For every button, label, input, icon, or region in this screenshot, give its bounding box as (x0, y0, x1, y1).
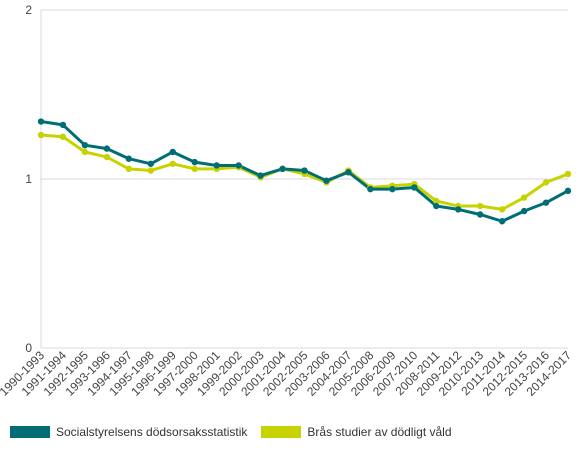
data-point-1-4[interactable] (125, 165, 133, 173)
data-point-0-5[interactable] (147, 160, 154, 167)
legend-item-bra: Brås studier av dödligt våld (261, 425, 452, 439)
series-points (37, 118, 572, 225)
data-point-0-17[interactable] (411, 184, 418, 191)
legend-label-bra: Brås studier av dödligt våld (307, 425, 452, 439)
data-point-0-15[interactable] (367, 185, 374, 193)
data-point-1-5[interactable] (147, 167, 154, 174)
y-axis-ticks: 0 1 2 (25, 3, 32, 355)
line-chart: 0 1 2 1990-19931991-19941992-19951993-1996… (0, 3, 574, 399)
data-point-0-3[interactable] (103, 145, 111, 152)
data-point-0-0[interactable] (37, 118, 45, 125)
data-point-0-11[interactable] (279, 165, 286, 173)
data-point-1-2[interactable] (81, 148, 89, 156)
data-point-0-8[interactable] (213, 162, 220, 169)
data-point-0-2[interactable] (81, 142, 89, 149)
data-point-1-6[interactable] (169, 160, 176, 167)
data-point-0-19[interactable] (455, 206, 462, 213)
legend-label-socialstyrelsen: Socialstyrelsens dödsorsaksstatistik (56, 425, 248, 439)
y-tick-label: 1 (25, 172, 32, 186)
data-point-0-16[interactable] (389, 185, 396, 193)
legend-swatch-socialstyrelsen (10, 426, 50, 438)
grid-lines (40, 9, 568, 349)
data-point-0-23[interactable] (542, 199, 550, 206)
x-axis-ticks: 1990-19931991-19941992-19951993-19961994… (0, 348, 574, 399)
data-point-1-7[interactable] (191, 165, 198, 173)
data-point-0-9[interactable] (235, 162, 242, 169)
data-point-0-10[interactable] (257, 172, 264, 179)
data-point-0-14[interactable] (345, 169, 352, 176)
data-point-0-7[interactable] (191, 158, 198, 166)
data-point-0-20[interactable] (476, 211, 484, 218)
data-point-0-18[interactable] (433, 202, 440, 210)
y-tick-label: 2 (25, 3, 32, 17)
data-point-0-4[interactable] (125, 155, 133, 162)
data-point-1-22[interactable] (520, 194, 528, 201)
data-point-0-24[interactable] (564, 187, 572, 195)
data-point-1-18[interactable] (433, 197, 440, 205)
data-point-0-12[interactable] (301, 167, 308, 174)
data-point-1-21[interactable] (498, 206, 506, 213)
legend: Socialstyrelsens dödsorsaksstatistik Brå… (10, 425, 466, 439)
data-point-1-20[interactable] (476, 202, 484, 210)
data-point-0-6[interactable] (169, 148, 176, 156)
data-point-1-3[interactable] (103, 153, 111, 161)
data-point-1-1[interactable] (59, 133, 67, 140)
y-tick-label: 0 (25, 341, 32, 355)
data-point-1-24[interactable] (564, 170, 572, 178)
data-point-0-21[interactable] (498, 218, 506, 225)
data-point-0-22[interactable] (520, 207, 528, 215)
data-point-1-0[interactable] (37, 131, 45, 139)
data-point-1-23[interactable] (542, 179, 550, 186)
legend-swatch-bra (261, 426, 302, 438)
legend-item-socialstyrelsen: Socialstyrelsens dödsorsaksstatistik (10, 425, 247, 439)
data-point-0-13[interactable] (323, 177, 330, 184)
data-point-0-1[interactable] (59, 121, 67, 129)
